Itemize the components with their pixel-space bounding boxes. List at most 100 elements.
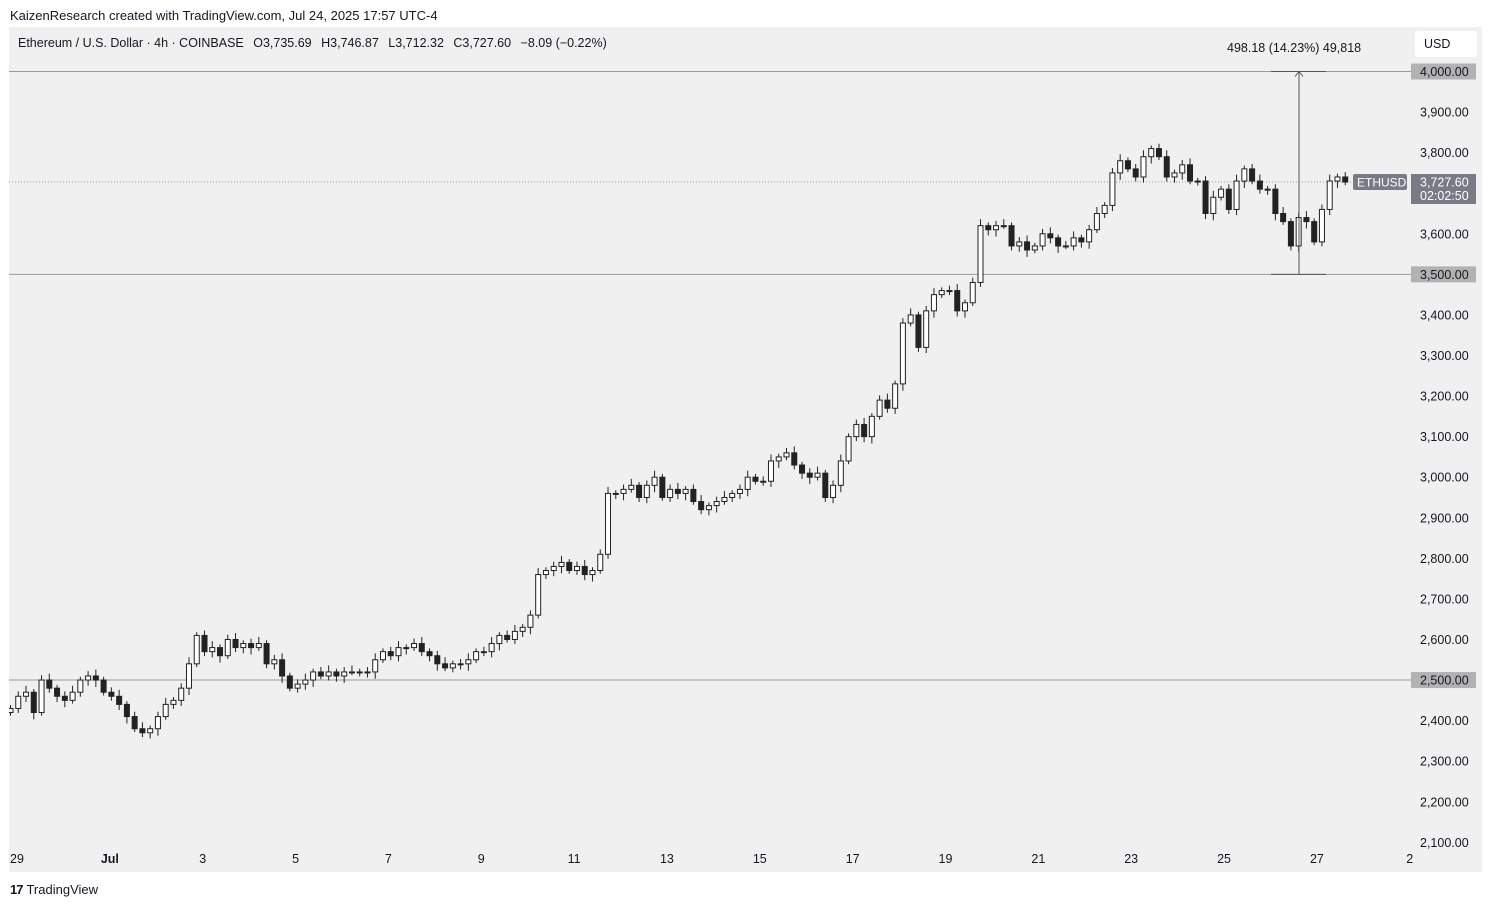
- candle[interactable]: [442, 663, 449, 669]
- candle[interactable]: [760, 480, 767, 483]
- candle[interactable]: [465, 659, 472, 665]
- candle[interactable]: [542, 570, 549, 576]
- candle[interactable]: [457, 663, 464, 666]
- candle[interactable]: [279, 659, 286, 677]
- candle[interactable]: [1171, 172, 1178, 178]
- candle[interactable]: [395, 647, 402, 657]
- candle[interactable]: [1109, 172, 1116, 206]
- candle[interactable]: [643, 484, 650, 498]
- candle[interactable]: [628, 484, 635, 490]
- candle[interactable]: [240, 643, 247, 649]
- candle[interactable]: [767, 460, 774, 482]
- candle[interactable]: [426, 651, 433, 657]
- candle[interactable]: [1179, 164, 1186, 174]
- candle[interactable]: [123, 703, 130, 718]
- candle[interactable]: [744, 476, 751, 490]
- candle[interactable]: [418, 643, 425, 653]
- candle[interactable]: [255, 643, 262, 649]
- candle[interactable]: [581, 565, 588, 576]
- candle[interactable]: [286, 675, 293, 689]
- candle[interactable]: [217, 647, 224, 657]
- candle[interactable]: [1318, 208, 1325, 243]
- candle[interactable]: [224, 638, 231, 657]
- candle[interactable]: [977, 225, 984, 283]
- candle[interactable]: [116, 695, 123, 705]
- candle[interactable]: [1256, 180, 1263, 190]
- candle[interactable]: [605, 492, 612, 555]
- candle[interactable]: [387, 651, 394, 657]
- candle[interactable]: [845, 436, 852, 462]
- candle[interactable]: [1047, 233, 1054, 239]
- candle[interactable]: [985, 225, 992, 231]
- candle[interactable]: [294, 683, 301, 689]
- candle[interactable]: [527, 614, 534, 628]
- candle[interactable]: [263, 643, 270, 665]
- candle[interactable]: [892, 383, 899, 409]
- candle[interactable]: [209, 647, 216, 653]
- candle[interactable]: [1303, 217, 1310, 223]
- candle[interactable]: [519, 626, 526, 632]
- candle[interactable]: [185, 663, 192, 689]
- candle[interactable]: [938, 290, 945, 296]
- candle[interactable]: [38, 679, 45, 714]
- candle[interactable]: [1287, 221, 1294, 247]
- candle[interactable]: [814, 472, 821, 478]
- candle[interactable]: [930, 294, 937, 312]
- candle[interactable]: [799, 464, 806, 474]
- candle[interactable]: [961, 302, 968, 312]
- candle[interactable]: [1055, 237, 1062, 247]
- candle[interactable]: [23, 691, 30, 697]
- candle[interactable]: [504, 634, 511, 640]
- candle[interactable]: [1334, 176, 1341, 182]
- candle[interactable]: [147, 728, 154, 734]
- candle[interactable]: [822, 472, 829, 498]
- candle[interactable]: [899, 322, 906, 385]
- candle[interactable]: [1132, 168, 1139, 178]
- candle[interactable]: [248, 643, 255, 649]
- candle[interactable]: [488, 643, 495, 653]
- candle[interactable]: [915, 314, 922, 348]
- candle[interactable]: [1280, 212, 1287, 223]
- candle[interactable]: [1000, 225, 1007, 228]
- candle[interactable]: [162, 703, 169, 718]
- candle[interactable]: [100, 679, 107, 693]
- currency-selector[interactable]: USD: [1415, 31, 1477, 57]
- candle[interactable]: [907, 314, 914, 324]
- candle[interactable]: [729, 492, 736, 498]
- candle[interactable]: [775, 456, 782, 462]
- candle[interactable]: [1039, 233, 1046, 247]
- candle[interactable]: [667, 488, 674, 498]
- candle[interactable]: [573, 565, 580, 572]
- candle[interactable]: [1264, 188, 1271, 191]
- candle[interactable]: [131, 716, 138, 730]
- candle[interactable]: [434, 655, 441, 665]
- candle[interactable]: [1342, 176, 1349, 183]
- candle[interactable]: [473, 651, 480, 661]
- candle[interactable]: [752, 476, 759, 482]
- candle[interactable]: [612, 492, 619, 495]
- candle[interactable]: [170, 699, 177, 705]
- candle[interactable]: [30, 691, 37, 714]
- candle[interactable]: [1187, 164, 1194, 182]
- candle[interactable]: [535, 574, 542, 616]
- candle[interactable]: [1008, 225, 1015, 247]
- candle[interactable]: [698, 501, 705, 511]
- candle[interactable]: [830, 484, 837, 498]
- candle[interactable]: [550, 565, 557, 572]
- candle[interactable]: [566, 561, 573, 572]
- candle[interactable]: [69, 691, 76, 701]
- candle[interactable]: [1140, 156, 1147, 178]
- chart-area[interactable]: 2,100.00 2,200.00 2,300.00 2,400.00 2,500.00…: [9, 27, 1482, 872]
- candle[interactable]: [1031, 245, 1038, 251]
- candle[interactable]: [1194, 180, 1201, 183]
- candle[interactable]: [736, 488, 743, 494]
- candle[interactable]: [636, 484, 643, 498]
- candle[interactable]: [597, 553, 604, 572]
- candle[interactable]: [674, 488, 681, 494]
- candle[interactable]: [372, 659, 379, 673]
- candle[interactable]: [356, 671, 363, 674]
- candle[interactable]: [302, 679, 309, 685]
- candle[interactable]: [77, 679, 84, 693]
- candle[interactable]: [139, 728, 146, 734]
- candle[interactable]: [1218, 188, 1225, 198]
